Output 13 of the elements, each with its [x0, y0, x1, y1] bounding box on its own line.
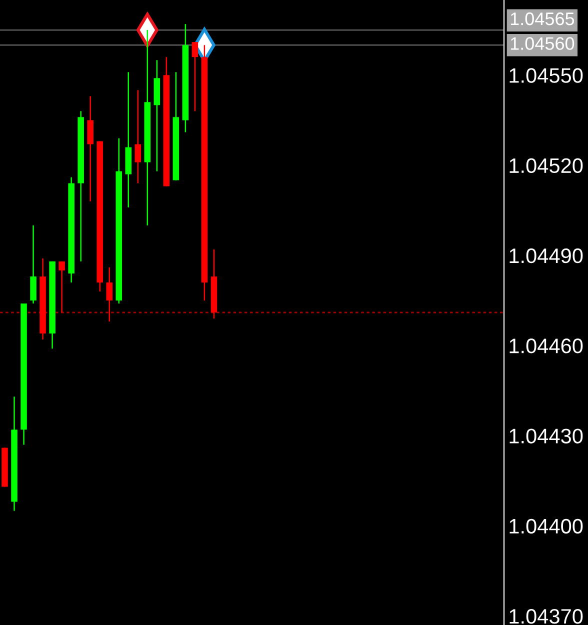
- y-tick-label: 1.04400: [510, 518, 583, 534]
- ref-line-label: 1.04565: [510, 12, 574, 26]
- y-tick-label: 1.04430: [510, 428, 583, 444]
- y-tick-label: 1.04490: [510, 248, 583, 264]
- candlestick: [106, 266, 112, 322]
- y-tick-label: 1.04370: [510, 608, 583, 624]
- candlestick: [58, 260, 65, 314]
- y-tick-label: 1.04520: [510, 158, 583, 174]
- ref-line-label: 1.04560: [510, 37, 574, 50]
- candlestick: [134, 90, 142, 184]
- y-tick-label: 1.04460: [510, 338, 583, 354]
- candlestick: [192, 41, 198, 112]
- y-tick-label: 1.04550: [510, 68, 583, 83]
